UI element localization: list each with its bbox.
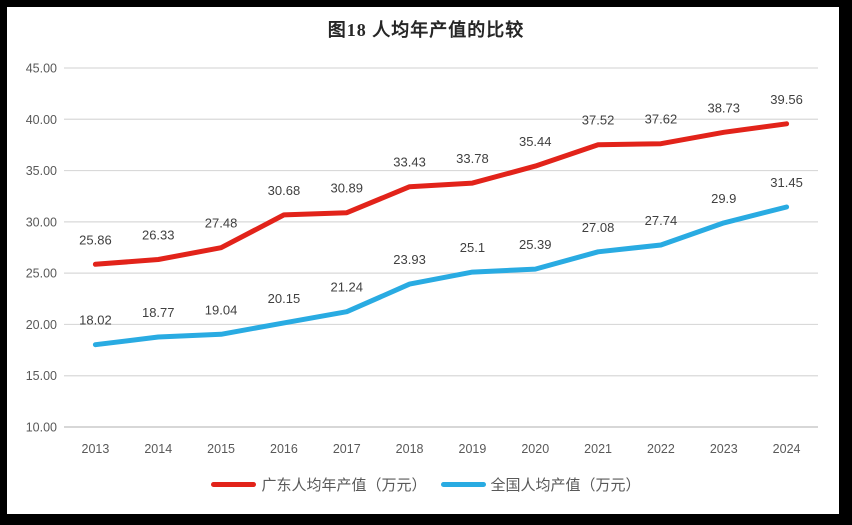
data-label-series-0: 38.73 <box>707 100 740 115</box>
y-tick-label: 15.00 <box>26 369 57 383</box>
x-tick-label: 2019 <box>459 442 487 456</box>
y-tick-label: 10.00 <box>26 421 57 435</box>
data-label-series-1: 23.93 <box>393 252 426 267</box>
data-label-series-1: 29.9 <box>711 191 736 206</box>
data-label-series-0: 39.56 <box>770 92 803 107</box>
data-label-series-1: 31.45 <box>770 175 803 190</box>
data-label-series-1: 18.77 <box>142 305 175 320</box>
x-tick-label: 2018 <box>396 442 424 456</box>
data-label-series-0: 33.78 <box>456 151 489 166</box>
legend-label-national: 全国人均产值（万元） <box>490 477 641 494</box>
x-tick-label: 2017 <box>333 442 361 456</box>
x-tick-label: 2023 <box>710 442 738 456</box>
y-tick-label: 20.00 <box>26 318 57 332</box>
y-tick-label: 25.00 <box>26 267 57 281</box>
x-tick-label: 2013 <box>82 442 110 456</box>
x-tick-label: 2020 <box>521 442 549 456</box>
data-label-series-0: 37.52 <box>582 113 615 128</box>
x-tick-label: 2016 <box>270 442 298 456</box>
data-label-series-1: 18.02 <box>79 313 112 328</box>
data-label-series-1: 25.39 <box>519 237 552 252</box>
legend-item-guangdong: 广东人均年产值（万元） <box>211 474 427 495</box>
series-line-0 <box>92 121 790 267</box>
data-label-series-0: 30.89 <box>330 181 363 196</box>
x-tick-label: 2021 <box>584 442 612 456</box>
data-label-series-0: 26.33 <box>142 228 175 243</box>
chart-legend: 广东人均年产值（万元） 全国人均产值（万元） <box>0 474 852 495</box>
legend-item-national: 全国人均产值（万元） <box>440 474 641 495</box>
data-label-series-1: 25.1 <box>460 240 485 255</box>
data-label-series-0: 35.44 <box>519 134 552 149</box>
data-label-series-1: 27.08 <box>582 220 615 235</box>
legend-line-swatch-red <box>211 482 257 487</box>
x-tick-label: 2024 <box>773 442 801 456</box>
data-label-series-1: 19.04 <box>205 302 238 317</box>
x-tick-label: 2014 <box>144 442 172 456</box>
x-tick-label: 2015 <box>207 442 235 456</box>
data-label-series-0: 37.62 <box>645 112 678 127</box>
x-tick-label: 2022 <box>647 442 675 456</box>
y-tick-label: 30.00 <box>26 215 57 229</box>
y-tick-label: 45.00 <box>26 62 57 76</box>
data-label-series-0: 33.43 <box>393 155 426 170</box>
series-line-1 <box>92 204 790 348</box>
y-tick-label: 40.00 <box>26 113 57 127</box>
data-label-series-0: 27.48 <box>205 216 238 231</box>
y-tick-label: 35.00 <box>26 164 57 178</box>
data-label-series-0: 30.68 <box>268 183 301 198</box>
legend-label-guangdong: 广东人均年产值（万元） <box>261 477 427 494</box>
legend-line-swatch-blue <box>440 482 486 487</box>
chart-title: 图18 人均年产值的比较 <box>327 20 525 40</box>
data-label-series-0: 25.86 <box>79 232 112 247</box>
data-label-series-1: 20.15 <box>268 291 301 306</box>
data-label-series-1: 21.24 <box>330 280 363 295</box>
data-label-series-1: 27.74 <box>645 213 678 228</box>
